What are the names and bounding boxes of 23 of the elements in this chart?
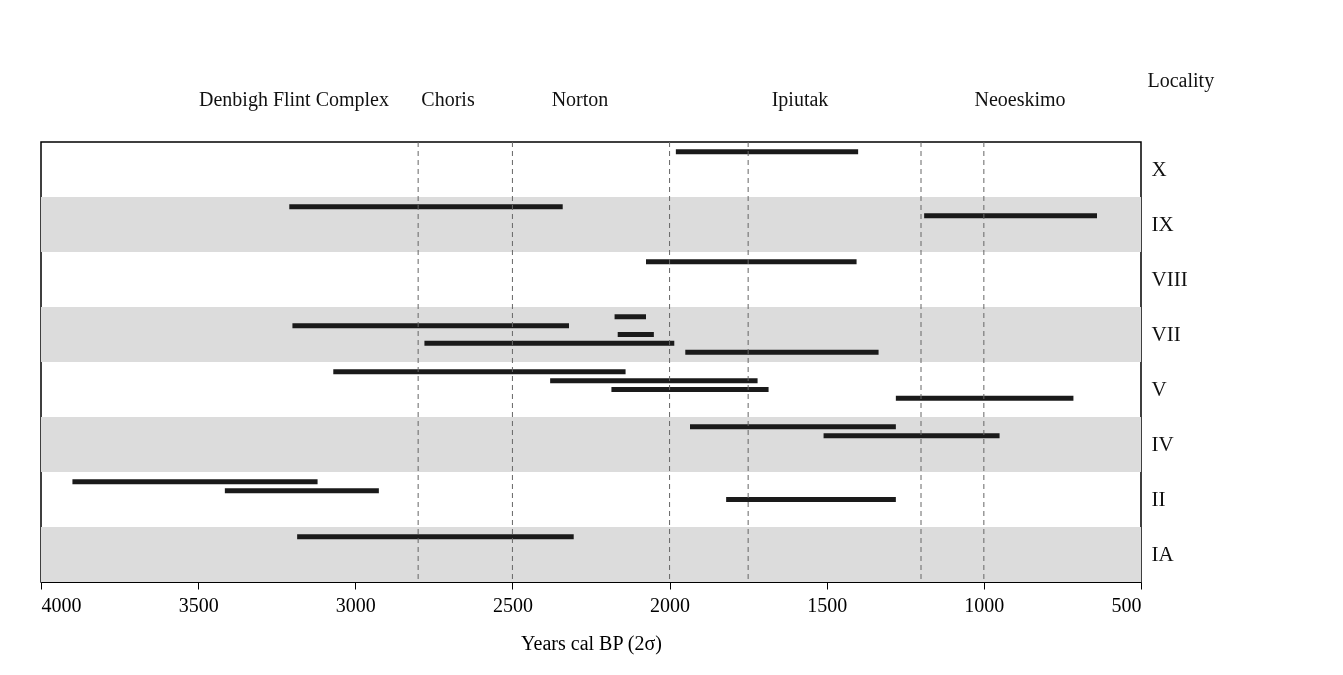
text: Denbigh Flint Complex [199,88,389,111]
x-tick-label: 4000 [41,593,82,616]
x-tick-label: 2000 [650,593,691,616]
x-tick-label: 3500 [178,593,219,616]
x-tick-label: 2500 [492,593,533,616]
text: Ipiutak [771,88,829,111]
x-axis-title: Years cal BP (2σ) [521,631,662,655]
x-tick-label: 3000 [335,593,376,616]
x-tick-label: 1500 [807,593,848,616]
text: Choris [421,88,475,110]
y-tick-label: IV [1151,431,1174,456]
y-tick-label: X [1151,156,1167,181]
x-tick-label: 1000 [964,593,1005,616]
y-tick-label: VII [1151,321,1181,346]
y-tick-label: II [1151,486,1166,511]
text: Neoeskimo [974,88,1066,110]
x-tick-label: 500 [1111,593,1142,616]
y-axis-title: Locality [1147,68,1215,92]
text: Norton [551,88,609,110]
y-tick-label: VIII [1151,266,1188,291]
y-tick-label: IA [1151,541,1175,566]
y-tick-label: V [1151,376,1167,401]
y-tick-label: IX [1151,211,1174,236]
